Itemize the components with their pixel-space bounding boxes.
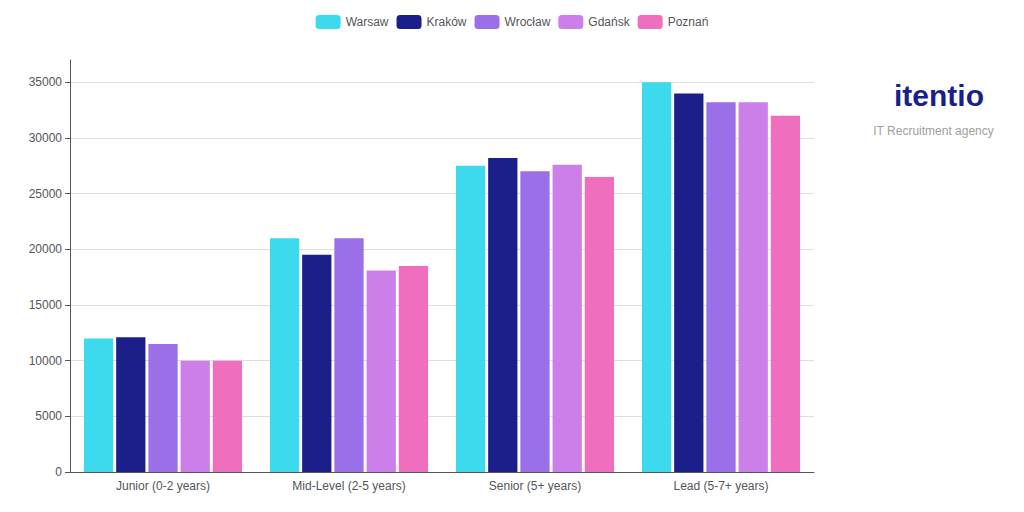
svg-text:Poznań: Poznań xyxy=(668,15,709,29)
svg-text:Mid-Level (2-5 years): Mid-Level (2-5 years) xyxy=(292,479,405,493)
svg-text:Gdańsk: Gdańsk xyxy=(588,15,630,29)
svg-text:0: 0 xyxy=(55,465,62,479)
svg-text:Senior (5+ years): Senior (5+ years) xyxy=(489,479,581,493)
svg-text:35000: 35000 xyxy=(29,75,63,89)
svg-text:10000: 10000 xyxy=(29,354,63,368)
svg-text:5000: 5000 xyxy=(35,409,62,423)
svg-text:Junior (0-2 years): Junior (0-2 years) xyxy=(116,479,210,493)
svg-text:30000: 30000 xyxy=(29,131,63,145)
svg-text:25000: 25000 xyxy=(29,187,63,201)
svg-text:Lead (5-7+ years): Lead (5-7+ years) xyxy=(673,479,768,493)
svg-text:Wrocław: Wrocław xyxy=(505,15,551,29)
svg-text:Warsaw: Warsaw xyxy=(346,15,389,29)
svg-text:IT Recruitment agency: IT Recruitment agency xyxy=(873,124,994,138)
svg-text:itentio: itentio xyxy=(894,79,984,112)
svg-text:15000: 15000 xyxy=(29,298,63,312)
svg-text:Kraków: Kraków xyxy=(427,15,467,29)
svg-text:20000: 20000 xyxy=(29,242,63,256)
